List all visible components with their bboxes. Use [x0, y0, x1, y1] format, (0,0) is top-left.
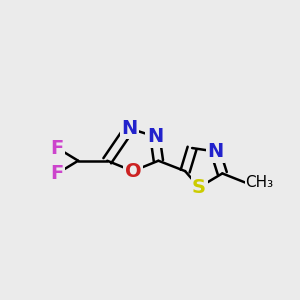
Text: O: O: [124, 162, 141, 181]
Text: N: N: [147, 127, 163, 146]
Text: F: F: [51, 164, 64, 183]
Text: N: N: [207, 142, 224, 161]
Text: F: F: [51, 139, 64, 158]
Text: CH₃: CH₃: [246, 175, 274, 190]
Text: N: N: [121, 119, 137, 138]
Text: S: S: [192, 178, 206, 197]
